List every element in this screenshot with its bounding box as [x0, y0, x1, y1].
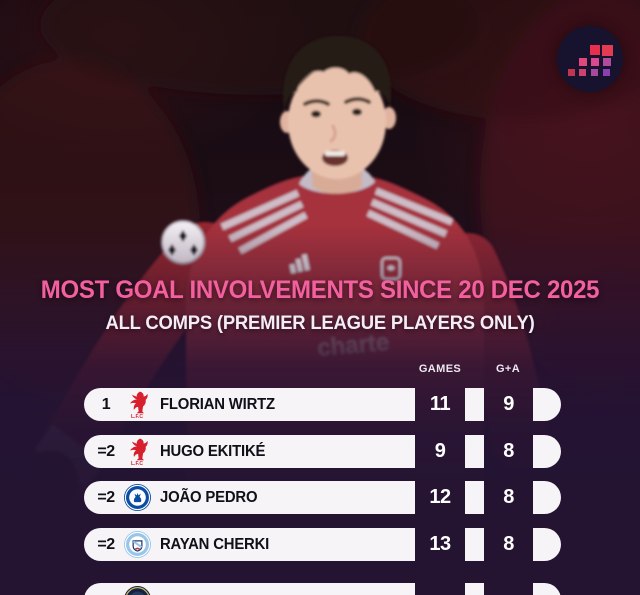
- table-row: =2 JOÃO PEDRO 12 8: [0, 481, 640, 514]
- player-pill: =2 L.F.C HUGO EKITIKÉ: [84, 435, 415, 468]
- page-subtitle: ALL COMPS (PREMIER LEAGUE PLAYERS ONLY): [105, 313, 535, 334]
- table-row: 1 L.F.C FLORIAN WIRTZ 11 9: [0, 388, 640, 421]
- row-separator: [465, 481, 484, 514]
- row-end-cap: [533, 528, 561, 561]
- ga-value: [484, 583, 533, 595]
- games-value: [415, 583, 465, 595]
- player-pill: [84, 583, 415, 595]
- player-name: HUGO EKITIKÉ: [160, 442, 266, 460]
- chelsea-crest-icon: [122, 481, 152, 514]
- rank-label: =2: [97, 488, 115, 506]
- player-name: JOÃO PEDRO: [160, 488, 258, 506]
- ga-value: 9: [503, 393, 514, 415]
- column-header-ga: G+A: [495, 363, 521, 375]
- unknown-crest-icon: [122, 583, 152, 595]
- row-separator: [465, 583, 484, 595]
- row-end-cap: [533, 583, 561, 595]
- row-separator: [465, 528, 484, 561]
- liverpool-crest-icon: L.F.C: [122, 435, 152, 468]
- table-row-partial: [0, 583, 640, 595]
- row-end-cap: [533, 388, 561, 421]
- row-end-cap: [533, 481, 561, 514]
- rank-label: 1: [101, 395, 111, 413]
- player-pill: =2 RAYAN CHERKI: [84, 528, 415, 561]
- stats-squares-logo-icon: [568, 45, 613, 76]
- rank-label: =2: [97, 442, 115, 460]
- games-value: 12: [429, 486, 451, 508]
- games-value: 9: [434, 440, 446, 462]
- ga-value: 8: [503, 486, 514, 508]
- player-name: RAYAN CHERKI: [160, 535, 270, 553]
- row-separator: [465, 435, 484, 468]
- player-name: FLORIAN WIRTZ: [160, 395, 275, 413]
- liverpool-crest-icon: L.F.C: [122, 388, 152, 421]
- man-city-crest-icon: [122, 528, 152, 561]
- stats-squares-logo: [557, 26, 623, 92]
- table-row: =2 L.F.C HUGO EKITIKÉ 9 8: [0, 435, 640, 468]
- svg-text:L.F.C: L.F.C: [131, 414, 143, 419]
- games-value: 11: [429, 393, 451, 415]
- column-header-games: GAMES: [418, 363, 462, 375]
- svg-text:L.F.C: L.F.C: [131, 461, 143, 466]
- page-title: MOST GOAL INVOLVEMENTS SINCE 20 DEC 2025: [40, 276, 600, 304]
- player-pill: =2 JOÃO PEDRO: [84, 481, 415, 514]
- player-pill: 1 L.F.C FLORIAN WIRTZ: [84, 388, 415, 421]
- row-separator: [465, 388, 484, 421]
- rank-label: =2: [97, 535, 115, 553]
- ga-value: 8: [503, 533, 514, 555]
- row-end-cap: [533, 435, 561, 468]
- games-value: 13: [429, 533, 451, 555]
- ga-value: 8: [503, 440, 514, 462]
- table-row: =2 RAYAN CHERKI 13 8: [0, 528, 640, 561]
